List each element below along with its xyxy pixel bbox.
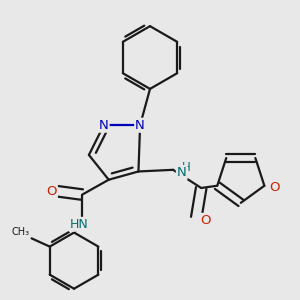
Text: N: N — [99, 119, 109, 132]
Text: O: O — [269, 181, 280, 194]
Text: HN: HN — [70, 218, 88, 231]
Text: H: H — [182, 161, 191, 174]
Text: CH₃: CH₃ — [12, 227, 30, 237]
Text: N: N — [135, 119, 145, 132]
Text: N: N — [177, 166, 187, 179]
Text: O: O — [200, 214, 211, 227]
Text: O: O — [46, 185, 57, 198]
